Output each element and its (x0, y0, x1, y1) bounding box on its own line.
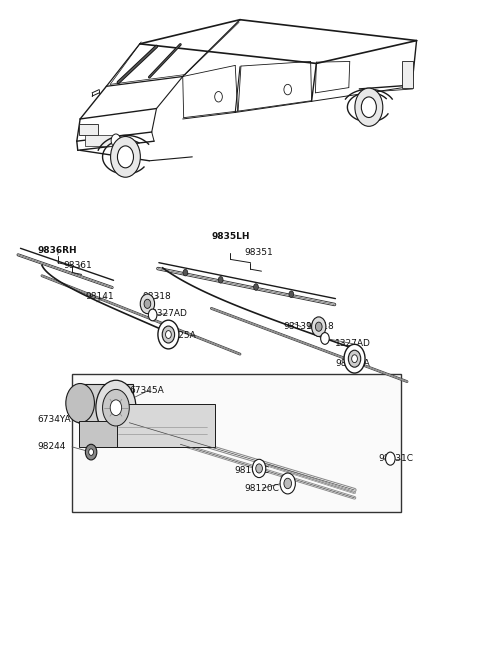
Text: 98361: 98361 (63, 262, 92, 270)
Bar (79, 420, 117, 447)
Circle shape (289, 291, 294, 297)
Circle shape (361, 97, 376, 117)
Circle shape (118, 146, 133, 168)
Circle shape (66, 384, 95, 422)
Circle shape (140, 294, 155, 314)
Circle shape (355, 88, 383, 127)
Circle shape (256, 464, 263, 473)
Circle shape (96, 380, 136, 435)
Text: 98131C: 98131C (378, 454, 413, 463)
Text: 9836RH: 9836RH (37, 247, 77, 255)
Text: 98120C: 98120C (245, 483, 280, 493)
Text: 1327AD: 1327AD (336, 339, 372, 348)
Circle shape (218, 277, 223, 283)
Circle shape (344, 344, 365, 373)
Text: 98318: 98318 (306, 322, 335, 331)
Text: 98244: 98244 (37, 442, 66, 451)
Text: 9835LH: 9835LH (211, 232, 250, 241)
Circle shape (144, 299, 151, 308)
Circle shape (110, 400, 121, 415)
Bar (85, 134, 116, 146)
Circle shape (252, 459, 266, 478)
Circle shape (321, 333, 329, 344)
Circle shape (215, 92, 222, 102)
Text: 1327AD: 1327AD (152, 309, 188, 318)
Circle shape (183, 270, 188, 276)
Circle shape (385, 452, 395, 465)
Circle shape (348, 350, 361, 367)
Circle shape (85, 444, 97, 460)
Text: 98131: 98131 (283, 322, 312, 331)
Text: 6734YA: 6734YA (37, 415, 71, 424)
Circle shape (158, 320, 179, 349)
Text: 67345A: 67345A (129, 386, 164, 394)
Circle shape (110, 136, 140, 177)
Circle shape (111, 134, 120, 147)
Text: 98141: 98141 (85, 292, 114, 301)
Circle shape (312, 317, 326, 337)
Circle shape (284, 85, 291, 95)
Circle shape (315, 322, 322, 331)
Text: 98125A: 98125A (161, 331, 196, 340)
Bar (110, 405, 215, 447)
Bar (402, 62, 413, 88)
Circle shape (284, 478, 291, 489)
Bar (72, 374, 401, 512)
Bar (79, 123, 98, 135)
Bar (80, 384, 132, 422)
Circle shape (89, 449, 94, 455)
Circle shape (166, 331, 171, 338)
Text: 98125A: 98125A (336, 359, 370, 369)
Circle shape (352, 355, 358, 363)
Circle shape (162, 326, 175, 343)
Circle shape (280, 473, 295, 494)
Circle shape (103, 390, 129, 426)
Text: 98351: 98351 (245, 249, 274, 257)
Circle shape (253, 284, 258, 290)
Circle shape (148, 309, 157, 321)
Text: 98160C: 98160C (234, 466, 269, 475)
Text: 98318: 98318 (142, 292, 171, 301)
